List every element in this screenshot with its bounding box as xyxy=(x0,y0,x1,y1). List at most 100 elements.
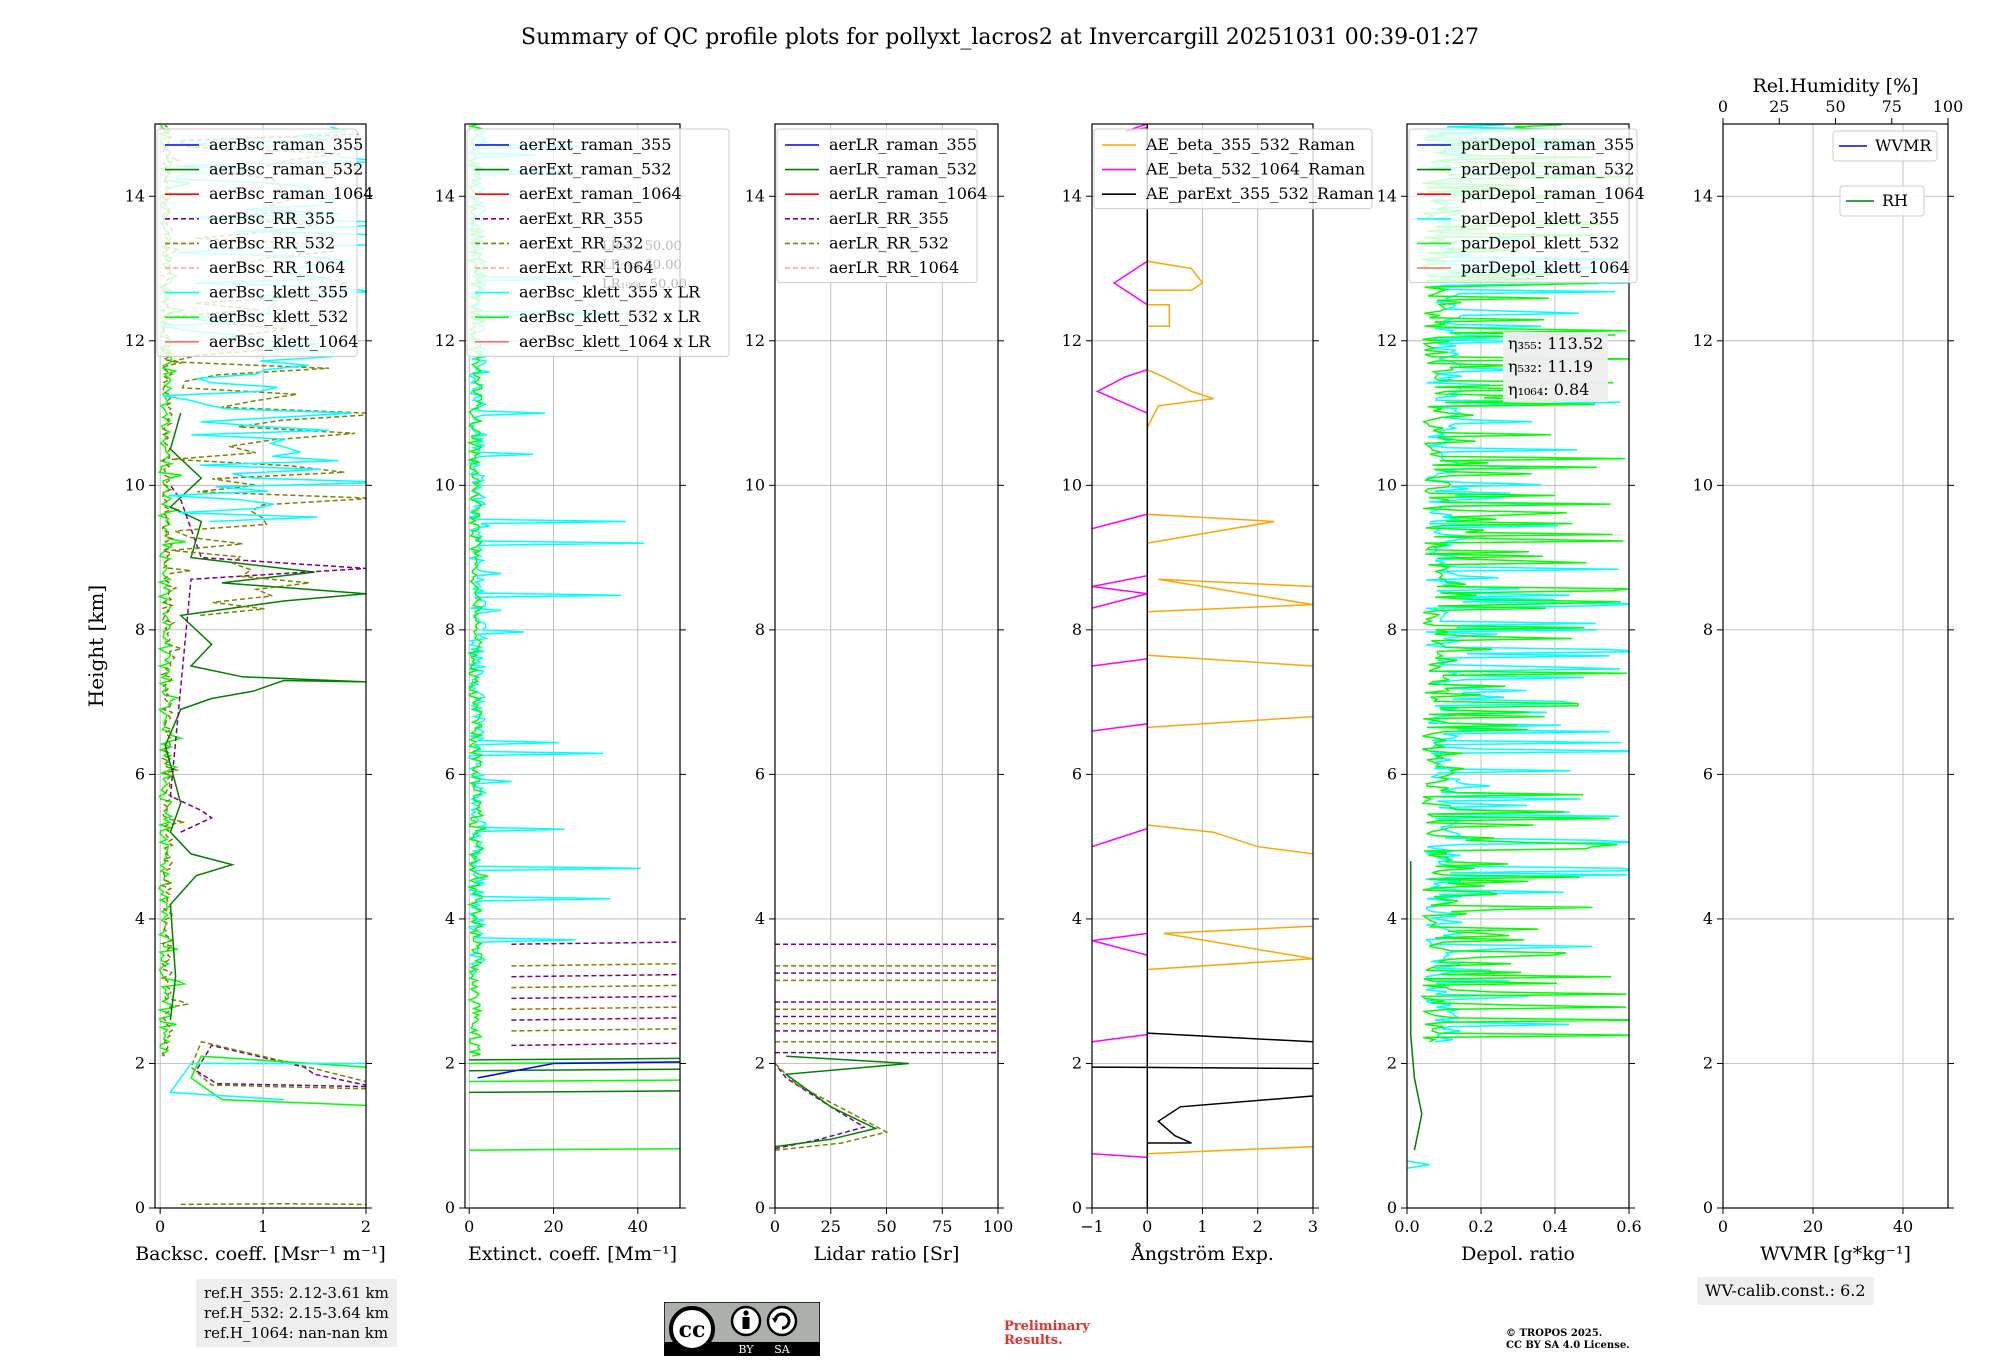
wv-ytick-label: 2 xyxy=(1703,1053,1713,1072)
series-aerLR-RR-532 xyxy=(775,1062,889,1151)
series-aerLR-raman-532 xyxy=(775,1055,909,1148)
copyright-note: © TROPOS 2025. CC BY SA 4.0 License. xyxy=(1506,1328,1630,1352)
bsc-legend-label: aerBsc_RR_1064 xyxy=(209,258,345,277)
series-AE-beta-355-532-b xyxy=(1146,369,1214,428)
bsc-legend-label: aerBsc_klett_532 xyxy=(209,307,348,326)
wv-ytick-label: 0 xyxy=(1703,1198,1713,1217)
ext-axes-frame xyxy=(464,123,681,1209)
series-AE-beta-355-532-i xyxy=(1147,1145,1313,1155)
svg-text:cc: cc xyxy=(679,1317,706,1343)
ext-xlabel: Extinct. coeff. [Mm⁻¹] xyxy=(468,1243,677,1265)
ae-legend-label: AE_beta_355_532_Raman xyxy=(1145,135,1355,154)
series-aerExt-RR xyxy=(511,1028,680,1032)
series-aerExt-RR xyxy=(511,973,680,978)
bsc-legend-box xyxy=(156,128,358,357)
ext-legend-label: aerExt_raman_1064 xyxy=(519,184,682,203)
legend-box-wvmr xyxy=(1832,130,1938,162)
series-aerExt-lowlayer xyxy=(469,1090,680,1094)
depol-eta-annotation: η₃₅₅: 113.52 xyxy=(1508,334,1603,353)
ext-ytick-label: 10 xyxy=(435,475,455,494)
bsc-legend-label: aerBsc_klett_355 xyxy=(209,283,348,302)
ae-ytick-label: 2 xyxy=(1072,1053,1082,1072)
wv-top-xtick-label: 50 xyxy=(1825,97,1845,116)
ext-ytick-label: 8 xyxy=(445,620,455,639)
wv-top-xtick-label: 0 xyxy=(1718,97,1728,116)
ae-ytick-label: 12 xyxy=(1062,331,1082,350)
wv-ytick-label: 6 xyxy=(1703,764,1713,783)
ext-lidar-ratio-annotation: LR₁₀₆₄: 50.00 xyxy=(602,277,687,292)
bsc-legend-label: aerBsc_raman_355 xyxy=(209,135,363,154)
series-aerExt-RR xyxy=(511,1017,680,1021)
series-AE-beta-532-1064-e xyxy=(1092,574,1148,609)
copyright-line-1: © TROPOS 2025. xyxy=(1506,1328,1603,1339)
ref-h-532: ref.H_532: 2.15-3.64 km xyxy=(204,1304,389,1322)
ext-xtick-label: 0 xyxy=(464,1217,474,1236)
ext-xtick-label: 20 xyxy=(543,1217,563,1236)
wv-calib-text: WV-calib.const.: 6.2 xyxy=(1705,1281,1866,1300)
series-aerExt-RR xyxy=(511,984,680,989)
lr-xtick-label: 75 xyxy=(932,1217,952,1236)
series-AE-beta-355-532-d xyxy=(1147,578,1313,613)
depol-ytick-label: 12 xyxy=(1377,331,1397,350)
cc-license-logo: cc BY SA xyxy=(664,1302,820,1356)
ext-ytick-label: 14 xyxy=(435,186,455,205)
depol-xtick-label: 0.4 xyxy=(1542,1217,1567,1236)
copyright-line-2: CC BY SA 4.0 License. xyxy=(1506,1340,1630,1351)
series-AE-beta-355-532-e xyxy=(1147,654,1313,667)
series-aerBsc-RR-532-low xyxy=(190,1040,366,1090)
wv-ytick-label: 12 xyxy=(1693,331,1713,350)
depol-ytick-label: 14 xyxy=(1377,186,1397,205)
series-AE-beta-532-1064-c xyxy=(1095,368,1148,414)
depol-eta-annotation: η₁₀₆₄: 0.84 xyxy=(1508,380,1589,399)
wv-calib-box: WV-calib.const.: 6.2 xyxy=(1697,1277,1874,1305)
ext-xtick-label: 40 xyxy=(628,1217,648,1236)
series-AE-beta-355-532-h xyxy=(1147,925,1313,971)
ae-ytick-label: 8 xyxy=(1072,620,1082,639)
series-aerBsc-RR-532 xyxy=(180,1202,366,1206)
depol-xlabel: Depol. ratio xyxy=(1461,1243,1575,1265)
lr-legend-label: aerLR_RR_532 xyxy=(829,233,949,252)
ae-ytick-label: 10 xyxy=(1062,475,1082,494)
series-AE-beta-532-1064-k xyxy=(1092,1153,1148,1159)
bsc-legend-label: aerBsc_raman_1064 xyxy=(209,184,374,203)
ae-ytick-label: 4 xyxy=(1072,909,1082,928)
lr-ytick-label: 14 xyxy=(745,186,765,205)
lr-ytick-label: 4 xyxy=(755,909,765,928)
lr-xtick-label: 25 xyxy=(821,1217,841,1236)
bsc-legend-label: aerBsc_klett_1064 xyxy=(209,332,358,351)
lr-xtick-label: 50 xyxy=(876,1217,896,1236)
series-aerExt-lowlayer xyxy=(469,1057,680,1061)
wv-axes-frame xyxy=(1722,123,1949,1209)
ext-legend-label: aerBsc_klett_532 x LR xyxy=(519,307,701,326)
series-AE-beta-532-1064-g xyxy=(1092,723,1148,732)
series-AE-parExt-355-532-b xyxy=(1092,1066,1313,1070)
bsc-ytick-label: 14 xyxy=(125,186,145,205)
ext-lidar-ratio-annotation: LR₃₅₅: 50.00 xyxy=(602,239,682,254)
series-aerBsc-klett-355-low xyxy=(169,1062,366,1101)
bsc-ytick-label: 0 xyxy=(135,1198,145,1217)
series-aerBsc-RR-355-up xyxy=(169,484,366,833)
legend-label-wvmr: WVMR xyxy=(1875,136,1932,155)
legend-label-rh: RH xyxy=(1882,191,1908,210)
lr-xtick-label: 100 xyxy=(983,1217,1014,1236)
lr-ytick-label: 8 xyxy=(755,620,765,639)
bsc-xtick-label: 1 xyxy=(258,1217,268,1236)
series-parDepol-klett-355-low xyxy=(1407,1160,1430,1170)
bsc-ytick-label: 10 xyxy=(125,475,145,494)
series-aerExt-raman-355 xyxy=(477,1061,680,1079)
wv-xtick-label: 0 xyxy=(1718,1217,1728,1236)
lr-legend-label: aerLR_raman_355 xyxy=(829,135,977,154)
depol-ytick-label: 2 xyxy=(1387,1053,1397,1072)
bsc-ytick-label: 12 xyxy=(125,331,145,350)
preliminary-line-1: Preliminary xyxy=(1004,1319,1090,1334)
series-aerExt-lowlayer xyxy=(469,1147,680,1151)
depol-ytick-label: 10 xyxy=(1377,475,1397,494)
ext-ytick-label: 6 xyxy=(445,764,455,783)
legend-box-rh xyxy=(1839,185,1925,217)
ae-ytick-label: 6 xyxy=(1072,764,1082,783)
series-aerExt-RR xyxy=(511,941,680,945)
lr-ytick-label: 0 xyxy=(755,1198,765,1217)
depol-legend-label: parDepol_klett_532 xyxy=(1461,233,1619,252)
lr-ytick-label: 2 xyxy=(755,1053,765,1072)
